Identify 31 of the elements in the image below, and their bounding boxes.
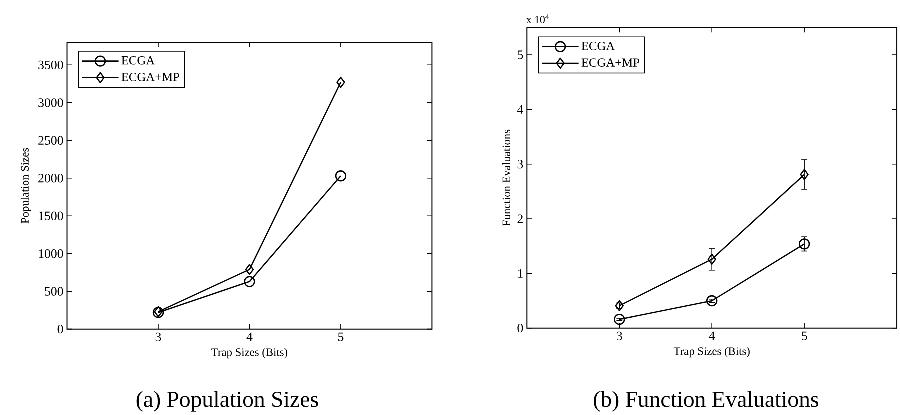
y-tick-label: 3000 [38, 98, 64, 108]
y-tick-label: 500 [45, 287, 64, 296]
y-tick-label: 4 [517, 105, 524, 114]
text: (a) Population Sizes [136, 391, 318, 412]
x-tick-label: 3 [156, 332, 162, 342]
x-tick-label: 5 [338, 332, 344, 342]
text: x 10$^{4}$ [526, 14, 550, 24]
legend-label: ECGA+MP [122, 72, 180, 82]
legend-label: ECGA [582, 42, 616, 50]
y-axis-title: Function Evaluations [502, 130, 510, 226]
y-axis-title: Population Sizes [20, 148, 32, 224]
y-tick-label: 1500 [39, 212, 64, 220]
x-tick-label: 4 [709, 332, 716, 340]
x-axis-title: Trap Sizes (Bits) [212, 348, 288, 358]
y-tick-label: 1000 [39, 249, 64, 258]
x-axis-title: Trap Sizes (Bits) [674, 347, 750, 358]
x-tick-label: 4 [246, 332, 253, 342]
y-tick-label: 2 [518, 214, 523, 224]
y-tick-label: 0 [58, 324, 64, 334]
y-tick-label: 3 [518, 160, 524, 168]
text: (b) Function Evaluations [594, 391, 818, 412]
y-tick-label: 5 [518, 50, 524, 60]
legend-label: ECGA+MP [582, 58, 640, 67]
y-tick-label: 1 [518, 269, 523, 278]
x-tick-label: 5 [802, 332, 808, 340]
x-tick-label: 3 [617, 332, 622, 340]
y-tick-label: 3500 [38, 60, 64, 70]
legend-label: ECGA [122, 56, 155, 65]
y-tick-label: 0 [518, 324, 524, 332]
y-tick-label: 2500 [38, 136, 64, 145]
y-tick-label: 2000 [38, 174, 64, 183]
